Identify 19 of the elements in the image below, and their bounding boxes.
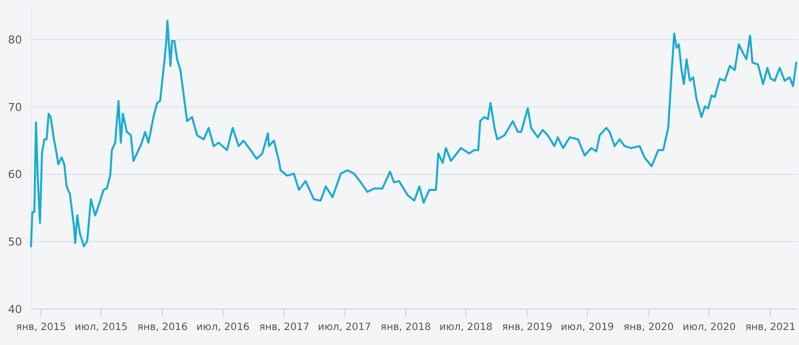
y-tick-label: 50	[8, 236, 22, 249]
x-tick-label: янв, 2015	[16, 322, 66, 333]
y-tick-label: 40	[8, 302, 22, 316]
x-tick-label: июл, 2018	[439, 322, 492, 333]
x-tick-label: янв, 2019	[502, 322, 552, 333]
x-tick-label: янв, 2018	[380, 322, 431, 333]
x-tick-label: июл, 2016	[196, 322, 250, 333]
y-tick-label: 70	[8, 100, 22, 114]
x-tick-label: июл, 2019	[560, 322, 614, 333]
x-tick-label: янв, 2020	[623, 322, 674, 333]
x-tick-label: янв, 2017	[259, 322, 310, 333]
x-tick-label: янв, 2016	[137, 322, 188, 333]
x-tick-label: июл, 2017	[318, 322, 372, 333]
x-tick-label: июл, 2020	[682, 322, 736, 333]
y-tick-label: 60	[8, 168, 22, 182]
x-tick-label: июл, 2015	[74, 322, 128, 333]
line-series	[30, 20, 798, 248]
x-tick-label: янв, 2021	[745, 322, 796, 333]
y-tick-label: 80	[8, 34, 22, 47]
